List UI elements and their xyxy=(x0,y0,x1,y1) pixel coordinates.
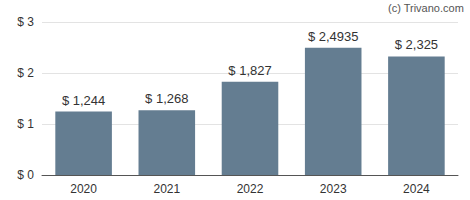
svg-text:2022: 2022 xyxy=(237,182,264,196)
svg-text:$ 1,268: $ 1,268 xyxy=(145,91,188,106)
svg-text:2024: 2024 xyxy=(403,182,430,196)
svg-text:2020: 2020 xyxy=(70,182,97,196)
svg-text:$ 2,325: $ 2,325 xyxy=(395,37,438,52)
svg-text:$ 2,4935: $ 2,4935 xyxy=(308,29,359,44)
svg-text:$ 2: $ 2 xyxy=(17,66,34,80)
svg-text:$ 3: $ 3 xyxy=(17,15,34,29)
svg-text:2021: 2021 xyxy=(153,182,180,196)
svg-text:(c) Trivano.com: (c) Trivano.com xyxy=(388,2,464,14)
svg-text:$ 1,244: $ 1,244 xyxy=(62,93,105,108)
svg-text:$ 1: $ 1 xyxy=(17,117,34,131)
svg-text:$ 0: $ 0 xyxy=(17,168,34,182)
svg-text:2023: 2023 xyxy=(320,182,347,196)
svg-text:$ 1,827: $ 1,827 xyxy=(228,63,271,78)
